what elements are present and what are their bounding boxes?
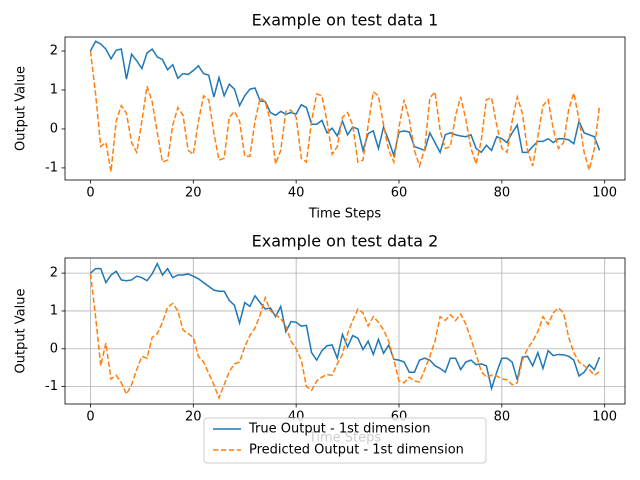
y-tick-label: 0 — [50, 341, 58, 356]
axes-frame — [64, 36, 626, 181]
y-tick-label: 2 — [50, 266, 58, 281]
series-line — [89, 261, 601, 392]
chart-title: Example on test data 2 — [252, 232, 439, 251]
y-tick-label: -1 — [45, 379, 58, 394]
legend-label: Predicted Output - 1st dimension — [249, 443, 464, 458]
x-tick-label: 100 — [592, 186, 617, 201]
x-tick-label: 20 — [185, 186, 202, 201]
chart-title: Example on test data 1 — [252, 11, 439, 30]
y-tick-label: 0 — [50, 121, 58, 136]
series-line — [89, 50, 601, 173]
y-tick-label: 2 — [50, 44, 58, 59]
x-tick-label: 100 — [592, 410, 617, 425]
y-axis-label: Output Value — [14, 289, 29, 374]
series-line — [89, 273, 600, 401]
x-tick-label: 60 — [391, 186, 408, 201]
x-tick-label: 20 — [185, 410, 202, 425]
series-line — [89, 40, 601, 159]
x-tick-label: 0 — [86, 186, 94, 201]
legend-box — [203, 417, 487, 464]
x-axis-label: Time Steps — [308, 207, 382, 222]
x-tick-label: 80 — [494, 186, 511, 201]
x-tick-label: 80 — [494, 410, 511, 425]
y-axis-label: Output Value — [14, 66, 29, 151]
y-tick-label: -1 — [45, 160, 58, 175]
x-tick-label: 40 — [288, 186, 305, 201]
x-tick-label: 0 — [86, 410, 94, 425]
y-tick-label: 1 — [50, 303, 58, 318]
axes-frame — [64, 257, 626, 405]
legend-label: True Output - 1st dimension — [248, 422, 430, 437]
y-tick-label: 1 — [50, 82, 58, 97]
